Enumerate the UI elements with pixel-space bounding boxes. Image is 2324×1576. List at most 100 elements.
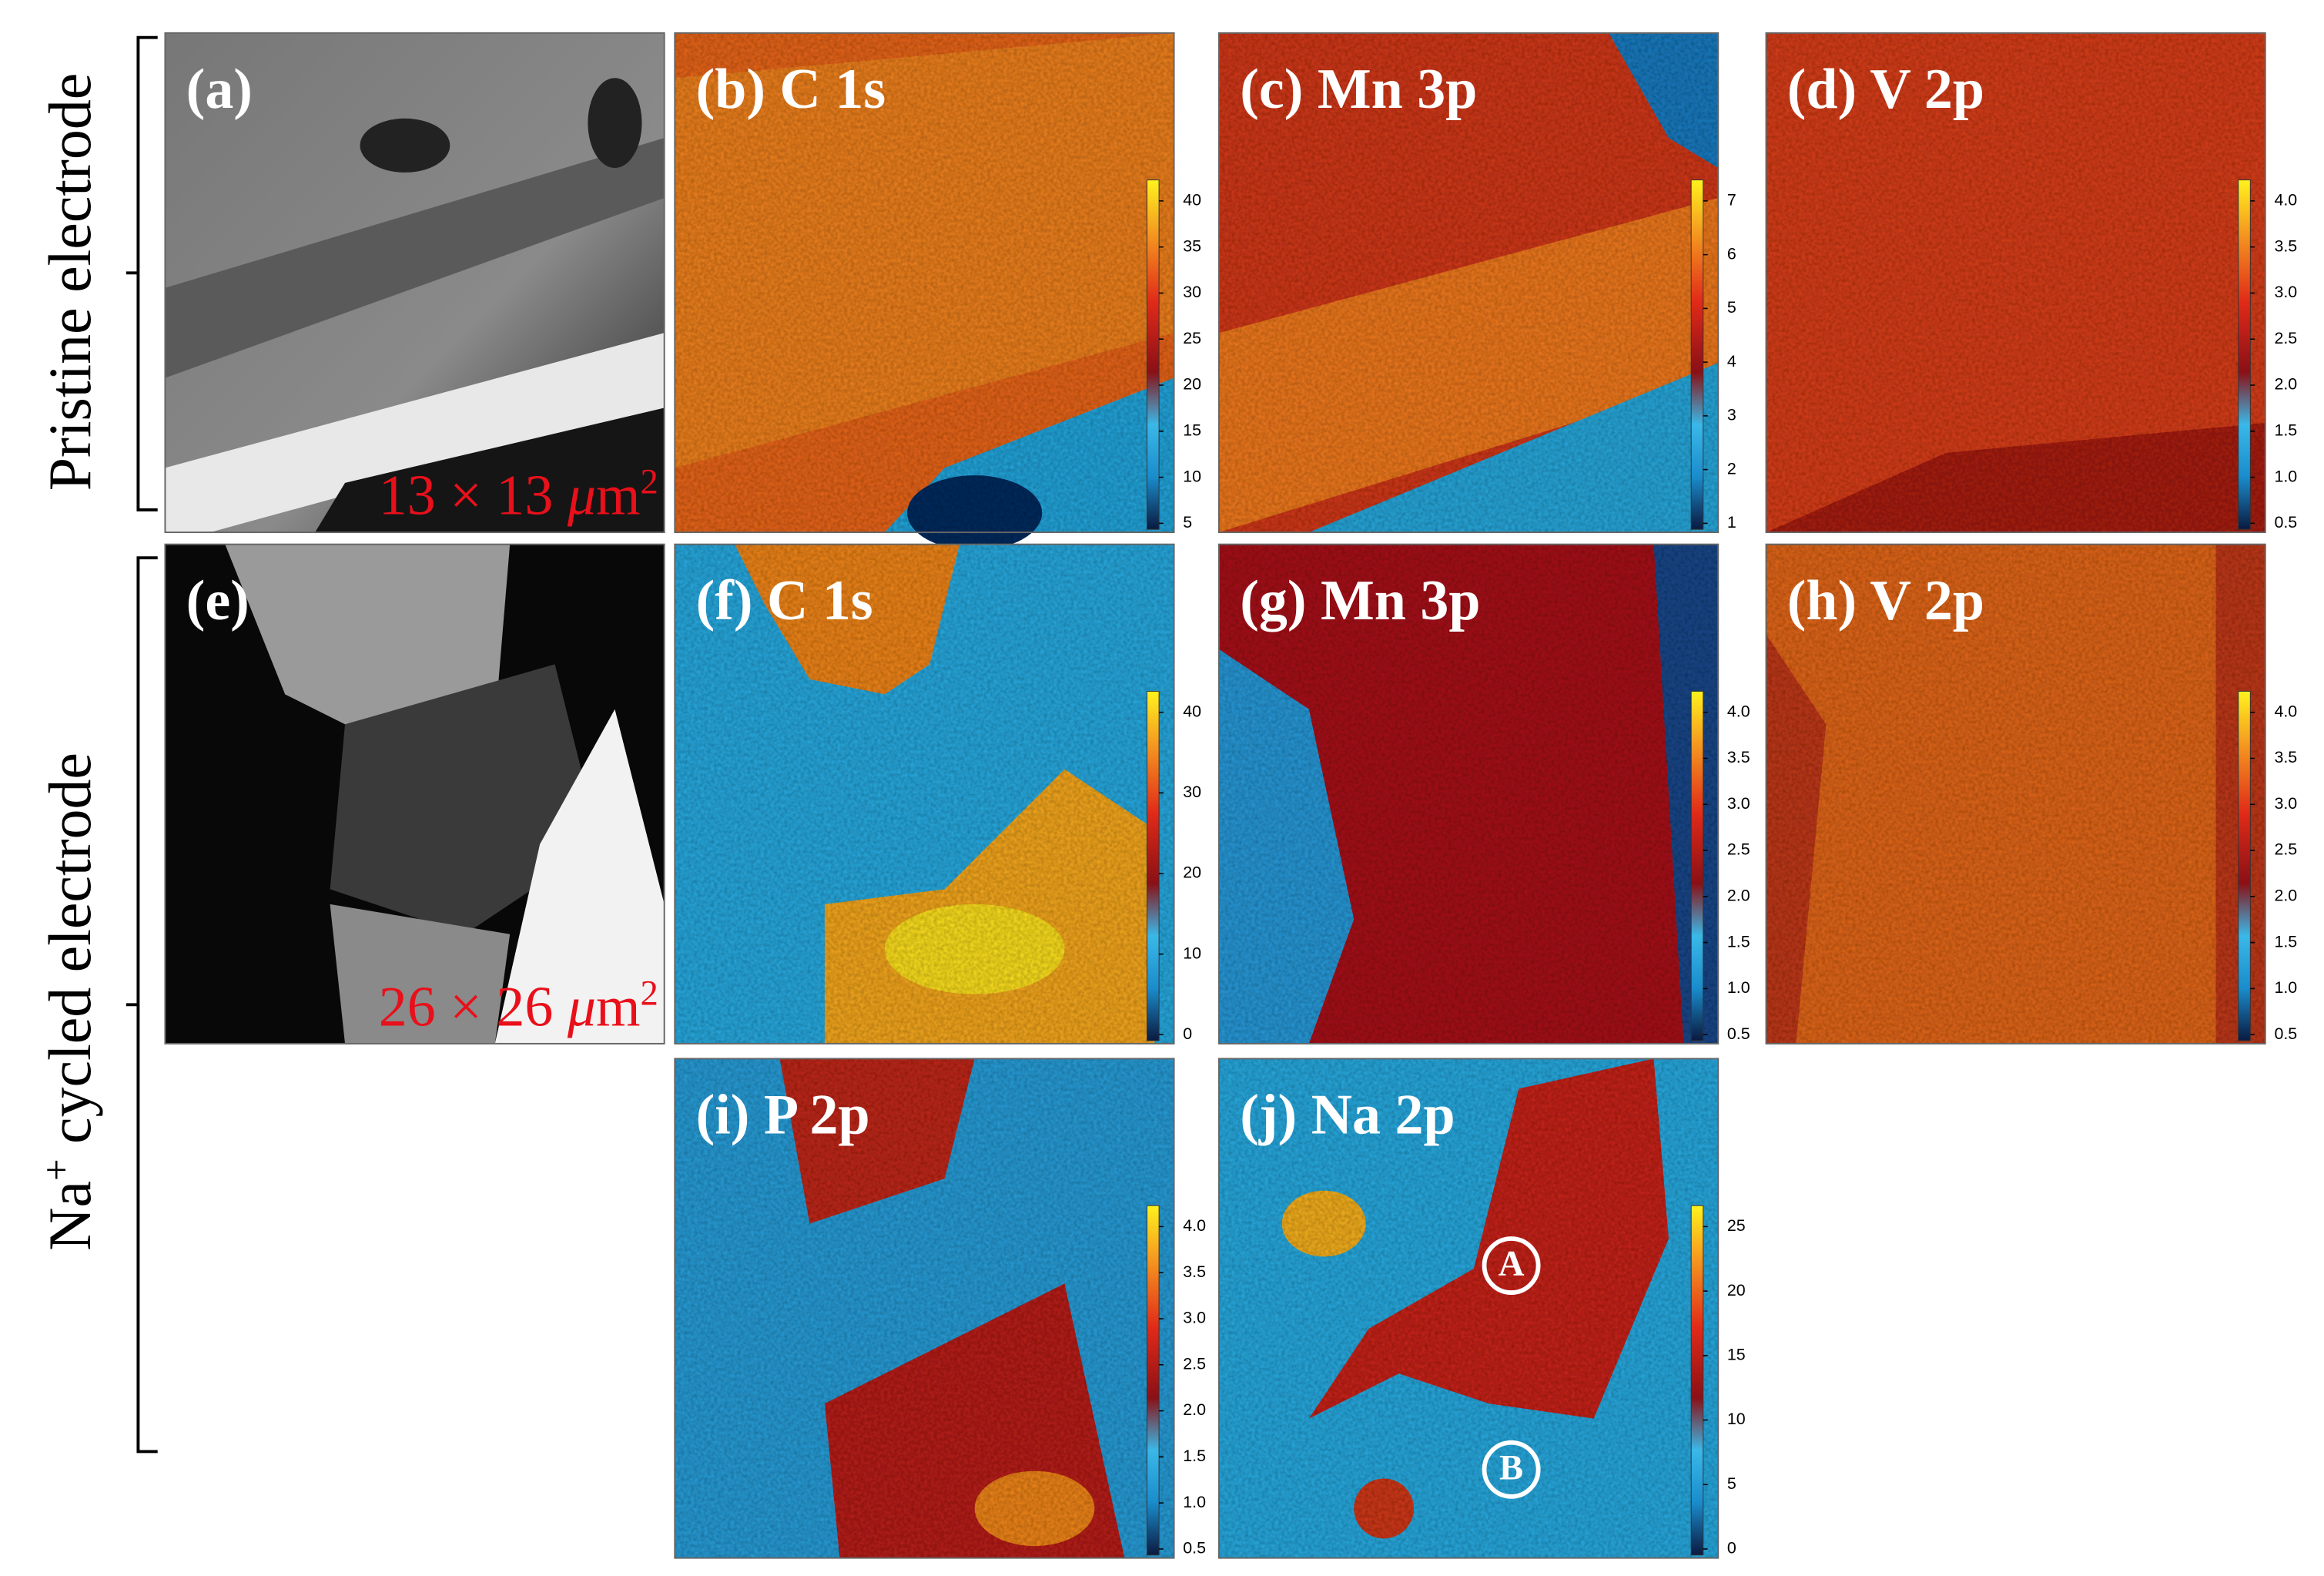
map	[1766, 32, 2265, 533]
panel: (a) 13 × 13 μm2	[164, 32, 665, 534]
scale-part: μ	[567, 464, 596, 528]
panel-label: (f) C 1s	[696, 569, 873, 632]
panel: (h) V 2p 4.0 3.5 3.0 2.5 2.0 1.5 1.0 0.5	[1765, 543, 2297, 1045]
colorbar-tick-label: 1	[1727, 513, 1736, 531]
map	[165, 544, 665, 1044]
marker-label: A	[1499, 1244, 1525, 1284]
map	[1218, 1058, 1719, 1558]
colorbar-tick-label: 2.0	[2274, 375, 2297, 394]
colorbar-tick-label: 4.0	[1727, 702, 1750, 720]
feature	[315, 407, 665, 533]
colorbar-tick-label: 3.0	[2274, 794, 2297, 813]
map	[675, 1058, 1174, 1558]
scale-part: 13 × 13	[379, 464, 568, 528]
feature	[884, 904, 1065, 994]
colorbar-tick-label: 35	[1183, 236, 1201, 255]
colorbar-tick-label: 2.0	[2274, 887, 2297, 905]
colorbar-tick-label: 7	[1727, 191, 1736, 210]
colorbar	[1147, 690, 1160, 1041]
map	[675, 544, 1174, 1044]
scale-sup: 2	[641, 461, 658, 501]
bracket	[126, 556, 158, 1454]
panel-frame	[674, 32, 1175, 534]
feature	[1609, 32, 1719, 169]
colorbar-tick-label: 0	[1727, 1539, 1736, 1558]
panel-label: (i) P 2p	[696, 1084, 870, 1147]
panel: (d) V 2p 4.0 3.5 3.0 2.5 2.0 1.5 1.0 0.5	[1765, 32, 2297, 534]
feature	[675, 32, 1174, 468]
colorbar-tick-label: 3.5	[2274, 236, 2297, 255]
colorbar-tick-label: 2.0	[1727, 887, 1750, 905]
feature	[494, 709, 665, 1044]
colorbar-tick-label: 10	[1727, 1410, 1746, 1428]
panel-frame	[1218, 32, 1720, 534]
feature	[907, 475, 1043, 551]
panel-label: (d) V 2p	[1787, 58, 1984, 121]
panel-label: (b) C 1s	[696, 58, 886, 121]
panel: (i) P 2p 4.0 3.5 3.0 2.5 2.0 1.5 1.0 0.5	[674, 1058, 1206, 1559]
row-label: Pristine electrode	[37, 73, 103, 491]
row-label-sup: +	[35, 1159, 78, 1181]
panel-frame	[674, 543, 1175, 1045]
feature	[1766, 422, 2265, 533]
scale-label: 13 × 13 μm2	[379, 461, 658, 527]
colorbar-tick-label: 3.5	[1727, 748, 1750, 766]
row-label-part: cycled electrode	[37, 753, 103, 1159]
panel-frame	[1765, 543, 2266, 1045]
colorbar-tick-label: 4.0	[1183, 1216, 1206, 1235]
scale-sup: 2	[641, 973, 658, 1013]
panel: (f) C 1s 40 30 20 10 0	[674, 543, 1201, 1045]
colorbar-tick-label: 15	[1727, 1345, 1746, 1363]
row-label: Na+ cycled electrode	[35, 753, 103, 1251]
map	[675, 32, 1174, 551]
map-bg	[1766, 544, 2265, 1044]
map	[1766, 544, 2265, 1044]
feature	[1218, 649, 1355, 1044]
colorbar-tick-label: 0.5	[1183, 1539, 1206, 1558]
colorbar-tick-label: 2	[1727, 459, 1736, 478]
panel-label: (e)	[186, 569, 249, 632]
panel-frame	[164, 543, 665, 1045]
panel-frame	[164, 32, 665, 534]
colorbar-tick-label: 4.0	[2274, 702, 2297, 720]
colorbar-tick-label: 1.5	[2274, 421, 2297, 439]
colorbar-tick-label: 20	[1183, 375, 1201, 394]
colorbar-tick-label: 3	[1727, 406, 1736, 424]
panel-frame	[1765, 32, 2266, 534]
feature	[588, 78, 642, 169]
colorbar-tick-label: 0.5	[2274, 513, 2297, 531]
colorbar-tick-label: 15	[1183, 421, 1201, 439]
map	[1218, 32, 1719, 533]
colorbar-tick-label: 6	[1727, 244, 1736, 263]
colorbar	[2238, 690, 2251, 1041]
panel-frame	[1218, 1058, 1720, 1559]
colorbar-tick-label: 5	[1727, 298, 1736, 317]
feature	[1354, 1478, 1415, 1539]
marker-circle	[1482, 1236, 1541, 1295]
colorbar-tick-label: 30	[1183, 283, 1201, 301]
feature	[330, 904, 511, 1044]
colorbar	[1690, 179, 1704, 530]
colorbar-tick-label: 30	[1183, 783, 1201, 801]
panel-label: (a)	[186, 58, 253, 121]
colorbar-tick-label: 2.5	[2274, 329, 2297, 347]
colorbar-tick-label: 20	[1727, 1281, 1746, 1299]
colorbar-tick-label: 1.5	[1183, 1447, 1206, 1465]
feature	[165, 333, 665, 533]
feature	[735, 544, 960, 695]
colorbar-tick-label: 40	[1183, 191, 1201, 210]
scale-part: μ	[567, 976, 596, 1039]
colorbar-tick-label: 25	[1727, 1216, 1746, 1235]
colorbar-tick-label: 40	[1183, 702, 1201, 720]
colorbar	[1147, 1205, 1160, 1556]
colorbar-tick-label: 10	[1183, 944, 1201, 962]
panel: (j) Na 2p 25 20 15 10 5 0	[1218, 1058, 1746, 1559]
panel-label: (g) Mn 3p	[1240, 569, 1480, 632]
feature	[1766, 634, 1827, 1044]
feature	[165, 138, 665, 378]
colorbar-tick-label: 3.0	[1727, 794, 1750, 813]
colorbar	[1690, 690, 1704, 1041]
colorbar-tick-label: 2.5	[1183, 1354, 1206, 1373]
